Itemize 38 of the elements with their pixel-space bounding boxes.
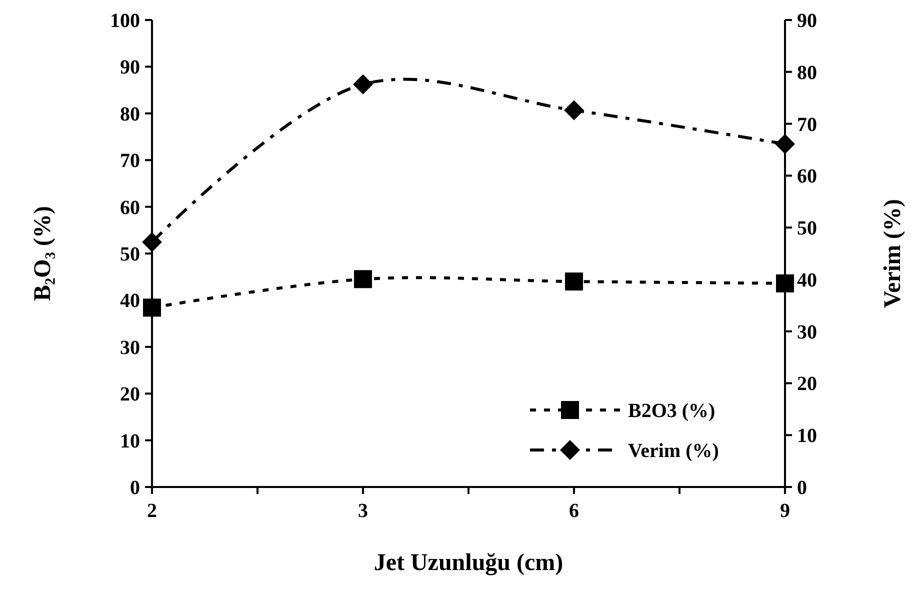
point: [354, 270, 372, 288]
point: [143, 298, 161, 317]
y-axis-title: B₂O₃ (%): [30, 206, 56, 302]
y2-tick-label: 50: [797, 218, 817, 240]
y2-tick-label: 0: [797, 477, 807, 499]
legend-label: B2O3 (%): [628, 400, 716, 422]
x-axis-title: Jet Uzunluğu (cm): [374, 550, 564, 576]
point: [353, 74, 373, 94]
y-tick-label: 10: [120, 430, 140, 452]
y-tick-label: 80: [120, 103, 140, 126]
y-tick-label: 60: [120, 196, 140, 219]
y2-axis-title: Verim (%): [880, 198, 906, 308]
point: [776, 274, 794, 292]
point: [565, 272, 583, 291]
x-tick-label: 3: [358, 500, 368, 522]
point: [564, 100, 584, 120]
y2-tick-label: 60: [797, 166, 817, 188]
y2-tick-label: 30: [797, 321, 817, 344]
y-tick-label: 50: [120, 244, 140, 266]
y2-tick-label: 20: [797, 373, 817, 396]
y-tick-label: 0: [130, 477, 140, 499]
y2-tick-label: 80: [797, 62, 817, 84]
y2-tick-label: 40: [797, 269, 817, 292]
point: [142, 232, 162, 252]
x-tick-label: 9: [780, 500, 790, 522]
y-tick-label: 90: [120, 56, 140, 79]
x-tick-label: 2: [147, 500, 157, 522]
y2-tick-label: 70: [797, 114, 817, 136]
y2-tick-label: 10: [797, 425, 817, 448]
y-tick-label: 20: [120, 384, 140, 406]
y2-tick-label: 90: [797, 10, 817, 32]
point: [775, 134, 795, 154]
y-tick-label: 100: [110, 10, 140, 32]
legend-label: Verim (%): [628, 440, 719, 462]
y-tick-label: 70: [120, 150, 140, 172]
y-tick-label: 30: [120, 336, 140, 359]
x-tick-label: 6: [569, 500, 579, 522]
y-tick-label: 40: [120, 290, 140, 312]
